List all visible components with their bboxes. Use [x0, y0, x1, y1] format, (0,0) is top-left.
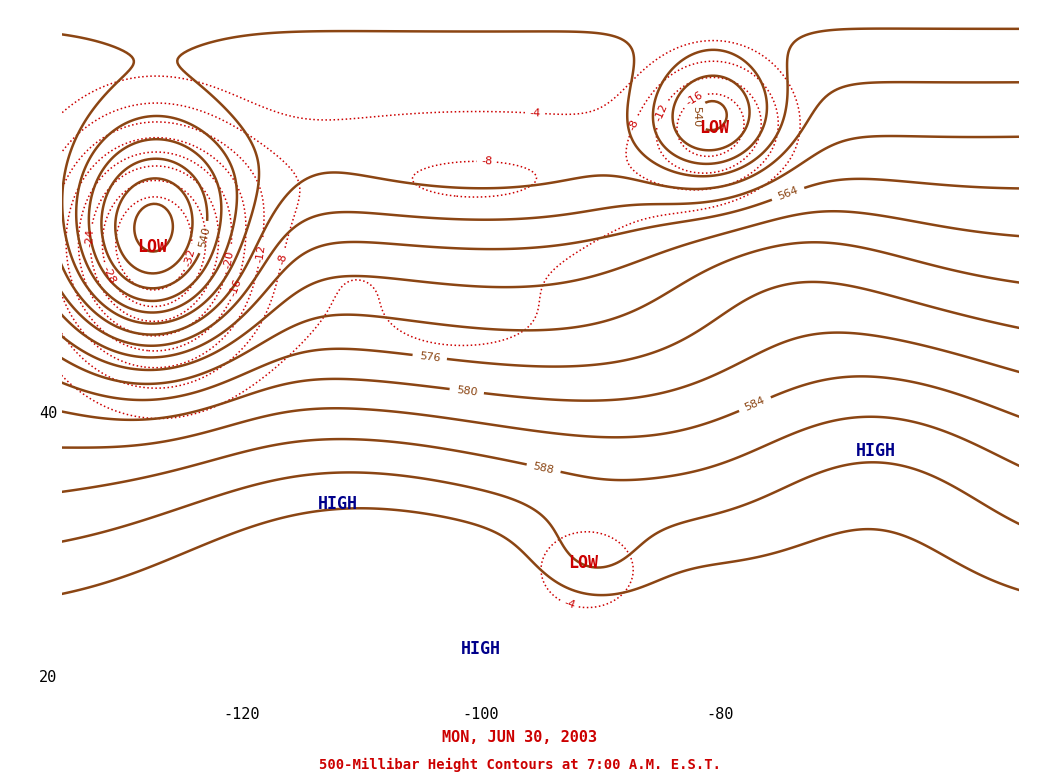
- Text: -16: -16: [228, 277, 243, 297]
- Text: -12: -12: [653, 102, 670, 122]
- Text: 588: 588: [532, 461, 555, 475]
- Text: 580: 580: [456, 385, 477, 397]
- Text: -8: -8: [277, 253, 288, 266]
- Text: -16: -16: [684, 90, 705, 108]
- Text: HIGH: HIGH: [856, 442, 895, 460]
- Text: -28: -28: [101, 264, 118, 285]
- Text: LOW: LOW: [699, 119, 729, 136]
- Text: -4: -4: [563, 598, 576, 611]
- Text: -8: -8: [627, 117, 641, 131]
- Text: -8: -8: [480, 156, 493, 167]
- Text: -32: -32: [182, 247, 197, 268]
- Text: 584: 584: [744, 395, 766, 413]
- Text: 500-Millibar Height Contours at 7:00 A.M. E.S.T.: 500-Millibar Height Contours at 7:00 A.M…: [319, 758, 721, 772]
- Text: -4: -4: [529, 108, 541, 119]
- Text: HIGH: HIGH: [461, 640, 501, 658]
- Text: -24: -24: [85, 228, 96, 246]
- Text: 540: 540: [198, 226, 212, 249]
- Text: -20: -20: [223, 250, 236, 269]
- Text: 576: 576: [419, 351, 441, 363]
- Text: -12: -12: [254, 243, 267, 263]
- Text: LOW: LOW: [137, 238, 167, 256]
- Text: LOW: LOW: [568, 555, 598, 573]
- Text: HIGH: HIGH: [317, 495, 358, 513]
- Text: 540: 540: [692, 106, 702, 127]
- Text: MON, JUN 30, 2003: MON, JUN 30, 2003: [442, 730, 598, 745]
- Text: 564: 564: [777, 186, 800, 202]
